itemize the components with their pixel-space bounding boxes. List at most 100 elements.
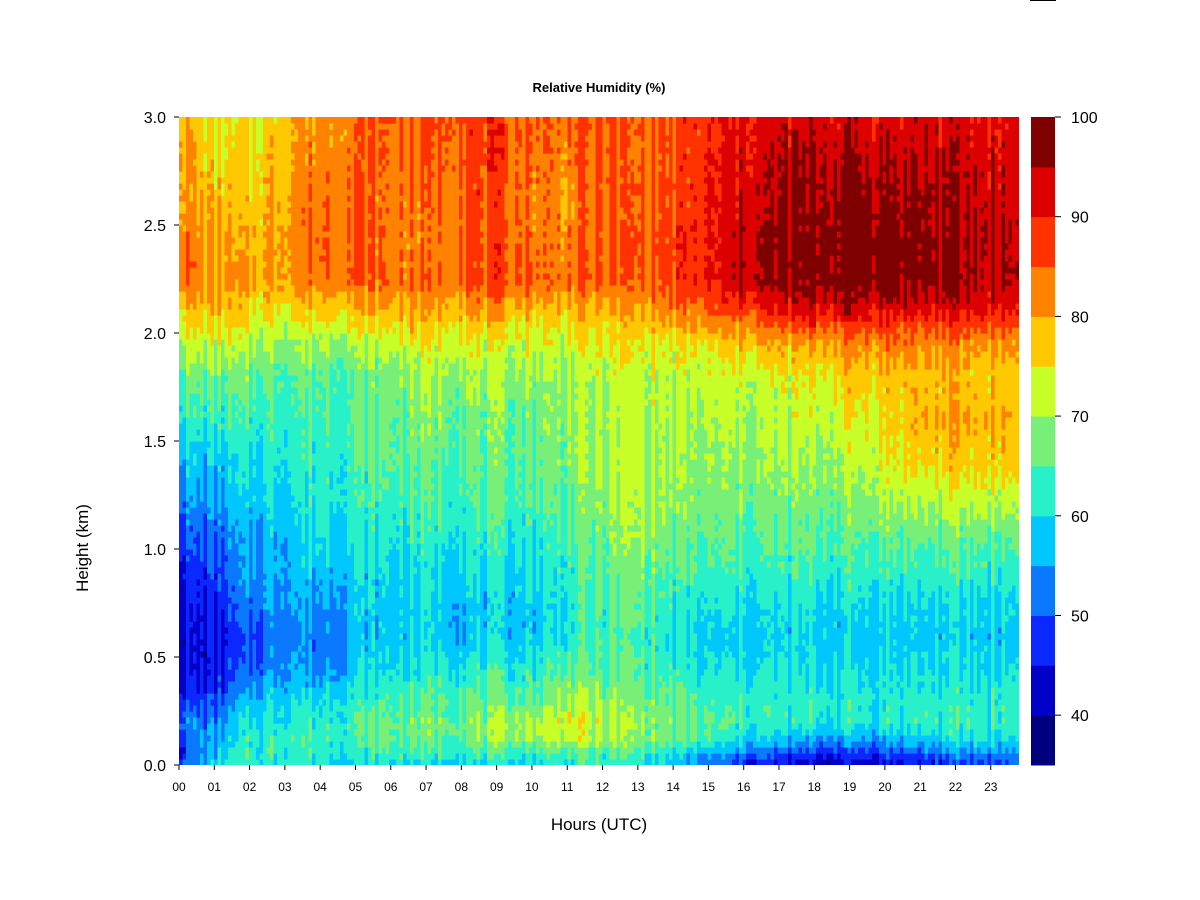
heatmap-cell — [784, 657, 789, 712]
heatmap-cell — [329, 471, 334, 490]
heatmap-cell — [861, 117, 866, 184]
heatmap-cell — [518, 231, 523, 238]
heatmap-cell — [301, 459, 306, 544]
heatmap-cell — [872, 219, 877, 238]
heatmap-cell — [452, 327, 457, 364]
heatmap-cell — [207, 405, 212, 412]
heatmap-cell — [875, 189, 880, 214]
heatmap-cell — [368, 129, 373, 136]
heatmap-cell — [875, 333, 880, 346]
heatmap-cell — [812, 753, 817, 760]
heatmap-cell — [431, 309, 436, 340]
heatmap-cell — [686, 585, 691, 598]
heatmap-cell — [749, 597, 754, 688]
heatmap-cell — [784, 549, 789, 556]
heatmap-cell — [301, 417, 306, 430]
heatmap-cell — [606, 327, 611, 334]
heatmap-cell — [777, 351, 782, 376]
heatmap-cell — [585, 435, 590, 442]
heatmap-cell — [483, 297, 488, 322]
heatmap-cell — [305, 507, 310, 514]
heatmap-cell — [231, 345, 236, 352]
heatmap-cell — [525, 603, 530, 610]
heatmap-cell — [308, 483, 313, 490]
heatmap-cell — [648, 753, 653, 765]
heatmap-cell — [872, 339, 877, 364]
heatmap-cell — [417, 537, 422, 544]
heatmap-cell — [606, 369, 611, 382]
heatmap-cell — [683, 747, 688, 754]
heatmap-cell — [665, 207, 670, 238]
heatmap-cell — [228, 531, 233, 538]
heatmap-cell — [518, 465, 523, 472]
heatmap-cell — [676, 753, 681, 765]
heatmap-cell — [788, 555, 793, 562]
heatmap-cell — [550, 513, 555, 520]
heatmap-cell — [189, 495, 194, 502]
heatmap-cell — [483, 141, 488, 148]
heatmap-cell — [214, 579, 219, 592]
heatmap-cell — [826, 705, 831, 736]
heatmap-cell — [858, 117, 863, 154]
heatmap-cell — [182, 309, 187, 316]
heatmap-cell — [455, 357, 460, 388]
heatmap-cell — [445, 297, 450, 304]
heatmap-cell — [333, 369, 338, 388]
heatmap-cell — [819, 327, 824, 340]
heatmap-cell — [343, 135, 348, 292]
heatmap-cell — [858, 531, 863, 538]
heatmap-cell — [830, 339, 835, 364]
heatmap-cell — [189, 183, 194, 202]
heatmap-cell — [630, 735, 635, 742]
heatmap-cell — [347, 147, 352, 154]
heatmap-cell — [788, 399, 793, 406]
heatmap-cell — [287, 375, 292, 472]
heatmap-cell — [315, 387, 320, 400]
heatmap-cell — [683, 519, 688, 586]
heatmap-cell — [497, 741, 502, 754]
heatmap-cell — [791, 501, 796, 508]
heatmap-cell — [809, 117, 814, 310]
heatmap-cell — [711, 261, 716, 280]
heatmap-cell — [756, 273, 761, 286]
heatmap-cell — [760, 621, 765, 664]
heatmap-cell — [728, 429, 733, 436]
heatmap-cell — [431, 651, 436, 688]
heatmap-cell — [805, 369, 810, 376]
heatmap-cell — [235, 279, 240, 328]
heatmap-cell — [630, 537, 635, 628]
heatmap-cell — [483, 531, 488, 544]
heatmap-cell — [179, 195, 184, 202]
heatmap-cell — [277, 375, 282, 382]
heatmap-cell — [431, 177, 436, 208]
heatmap-cell — [329, 711, 334, 718]
heatmap-cell — [865, 345, 870, 370]
heatmap-cell — [658, 465, 663, 478]
heatmap-cell — [700, 423, 705, 532]
heatmap-cell — [686, 315, 691, 322]
heatmap-cell — [445, 465, 450, 550]
heatmap-cell — [788, 267, 793, 298]
heatmap-cell — [879, 627, 884, 634]
heatmap-cell — [770, 615, 775, 622]
heatmap-cell — [753, 747, 758, 754]
heatmap-cell — [749, 393, 754, 484]
heatmap-cell — [280, 279, 285, 286]
heatmap-cell — [196, 477, 201, 532]
heatmap-cell — [746, 705, 751, 718]
heatmap-cell — [592, 675, 597, 748]
heatmap-cell — [588, 381, 593, 400]
heatmap-cell — [242, 291, 247, 328]
heatmap-cell — [371, 519, 376, 526]
heatmap-cell — [550, 159, 555, 172]
heatmap-cell — [732, 549, 737, 556]
heatmap-cell — [718, 201, 723, 208]
heatmap-cell — [221, 405, 226, 412]
heatmap-cell — [781, 561, 786, 574]
heatmap-cell — [329, 675, 334, 682]
heatmap-cell — [546, 177, 551, 184]
heatmap-cell — [329, 147, 334, 298]
heatmap-cell — [686, 525, 691, 532]
heatmap-cell — [504, 279, 509, 286]
heatmap-cell — [207, 723, 212, 736]
